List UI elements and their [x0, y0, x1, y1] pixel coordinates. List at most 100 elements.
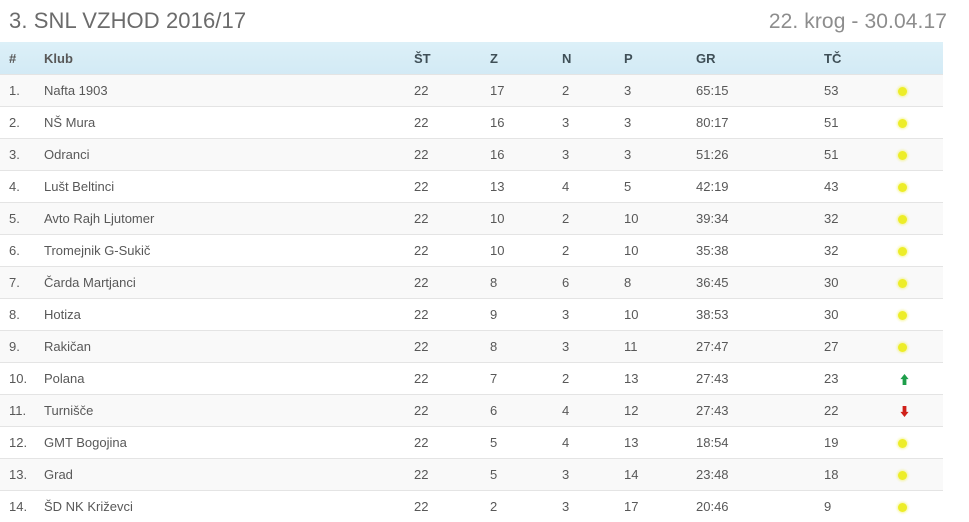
cell-tc: 9: [810, 490, 885, 522]
cell-club: Avto Rajh Ljutomer: [38, 202, 400, 235]
column-header-tc[interactable]: TČ: [810, 42, 885, 75]
table-row[interactable]: 2. NŠ Mura 22 16 3 3 80:17 51: [0, 106, 943, 139]
cell-indicator: [885, 298, 943, 331]
cell-n: 3: [548, 330, 610, 363]
column-header-rank[interactable]: #: [0, 42, 38, 75]
table-row[interactable]: 9. Rakičan 22 8 3 11 27:47 27: [0, 330, 943, 363]
cell-club: Turnišče: [38, 394, 400, 427]
cell-n: 2: [548, 74, 610, 107]
cell-p: 3: [610, 74, 682, 107]
cell-gr: 27:43: [682, 362, 810, 395]
cell-tc: 22: [810, 394, 885, 427]
dot-icon: [898, 87, 907, 97]
cell-z: 13: [476, 170, 548, 203]
table-row[interactable]: 3. Odranci 22 16 3 3 51:26 51: [0, 138, 943, 171]
cell-st: 22: [400, 74, 476, 107]
cell-n: 6: [548, 266, 610, 299]
cell-z: 17: [476, 74, 548, 107]
cell-tc: 51: [810, 106, 885, 139]
cell-z: 6: [476, 394, 548, 427]
cell-indicator: [885, 266, 943, 299]
cell-rank: 4.: [0, 170, 38, 203]
cell-club: Čarda Martjanci: [38, 266, 400, 299]
table-row[interactable]: 6. Tromejnik G-Sukič 22 10 2 10 35:38 32: [0, 234, 943, 267]
table-row[interactable]: 1. Nafta 1903 22 17 2 3 65:15 53: [0, 74, 943, 107]
cell-p: 11: [610, 330, 682, 363]
cell-rank: 3.: [0, 138, 38, 171]
cell-z: 8: [476, 330, 548, 363]
cell-z: 10: [476, 202, 548, 235]
cell-club: Rakičan: [38, 330, 400, 363]
cell-n: 4: [548, 170, 610, 203]
table-row[interactable]: 12. GMT Bogojina 22 5 4 13 18:54 19: [0, 426, 943, 459]
cell-st: 22: [400, 362, 476, 395]
cell-rank: 10.: [0, 362, 38, 395]
column-header-n[interactable]: N: [548, 42, 610, 75]
cell-p: 13: [610, 426, 682, 459]
cell-tc: 18: [810, 458, 885, 491]
round-info: 22. krog - 30.04.17: [768, 10, 947, 33]
dot-icon: [898, 279, 907, 289]
table-row[interactable]: 14. ŠD NK Križevci 22 2 3 17 20:46 9: [0, 490, 943, 522]
cell-club: Nafta 1903: [38, 74, 400, 107]
cell-club: ŠD NK Križevci: [38, 490, 400, 522]
cell-gr: 80:17: [682, 106, 810, 139]
cell-tc: 19: [810, 426, 885, 459]
cell-rank: 7.: [0, 266, 38, 299]
cell-rank: 12.: [0, 426, 38, 459]
cell-st: 22: [400, 426, 476, 459]
cell-z: 5: [476, 458, 548, 491]
cell-indicator: [885, 106, 943, 139]
cell-st: 22: [400, 138, 476, 171]
cell-gr: 38:53: [682, 298, 810, 331]
cell-n: 3: [548, 490, 610, 522]
cell-gr: 39:34: [682, 202, 810, 235]
column-header-club[interactable]: Klub: [38, 42, 400, 75]
cell-club: NŠ Mura: [38, 106, 400, 139]
cell-gr: 42:19: [682, 170, 810, 203]
page-title: 3. SNL VZHOD 2016/17: [9, 8, 247, 33]
cell-rank: 11.: [0, 394, 38, 427]
cell-indicator: [885, 170, 943, 203]
cell-rank: 5.: [0, 202, 38, 235]
cell-indicator: [885, 330, 943, 363]
column-header-gr[interactable]: GR: [682, 42, 810, 75]
cell-z: 2: [476, 490, 548, 522]
cell-z: 7: [476, 362, 548, 395]
column-header-p[interactable]: P: [610, 42, 682, 75]
standings-table: # Klub ŠT Z N P GR TČ 1. Nafta 1903 22 17 2 3…: [0, 42, 943, 522]
cell-tc: 53: [810, 74, 885, 107]
cell-indicator: [885, 138, 943, 171]
cell-z: 5: [476, 426, 548, 459]
cell-indicator: [885, 234, 943, 267]
table-row[interactable]: 11. Turnišče 22 6 4 12 27:43 22: [0, 394, 943, 427]
page-header: 3. SNL VZHOD 2016/17 22. krog - 30.04.17: [0, 0, 969, 42]
table-row[interactable]: 7. Čarda Martjanci 22 8 6 8 36:45 30: [0, 266, 943, 299]
cell-club: Hotiza: [38, 298, 400, 331]
cell-gr: 18:54: [682, 426, 810, 459]
cell-z: 16: [476, 138, 548, 171]
table-row[interactable]: 8. Hotiza 22 9 3 10 38:53 30: [0, 298, 943, 331]
table-row[interactable]: 5. Avto Rajh Ljutomer 22 10 2 10 39:34 32: [0, 202, 943, 235]
cell-z: 9: [476, 298, 548, 331]
cell-tc: 27: [810, 330, 885, 363]
cell-st: 22: [400, 234, 476, 267]
cell-n: 2: [548, 234, 610, 267]
cell-indicator: [885, 202, 943, 235]
cell-club: GMT Bogojina: [38, 426, 400, 459]
table-row[interactable]: 13. Grad 22 5 3 14 23:48 18: [0, 458, 943, 491]
cell-st: 22: [400, 298, 476, 331]
cell-p: 10: [610, 202, 682, 235]
column-header-z[interactable]: Z: [476, 42, 548, 75]
cell-club: Tromejnik G-Sukič: [38, 234, 400, 267]
cell-p: 13: [610, 362, 682, 395]
cell-n: 3: [548, 138, 610, 171]
table-header: # Klub ŠT Z N P GR TČ: [0, 42, 943, 75]
table-row[interactable]: 10. Polana 22 7 2 13 27:43 23: [0, 362, 943, 395]
table-body: 1. Nafta 1903 22 17 2 3 65:15 53 2. NŠ Mura 22 16 3 3…: [0, 74, 943, 522]
table-row[interactable]: 4. Lušt Beltinci 22 13 4 5 42:19 43: [0, 170, 943, 203]
column-header-st[interactable]: ŠT: [400, 42, 476, 75]
dot-icon: [898, 343, 907, 353]
cell-gr: 36:45: [682, 266, 810, 299]
